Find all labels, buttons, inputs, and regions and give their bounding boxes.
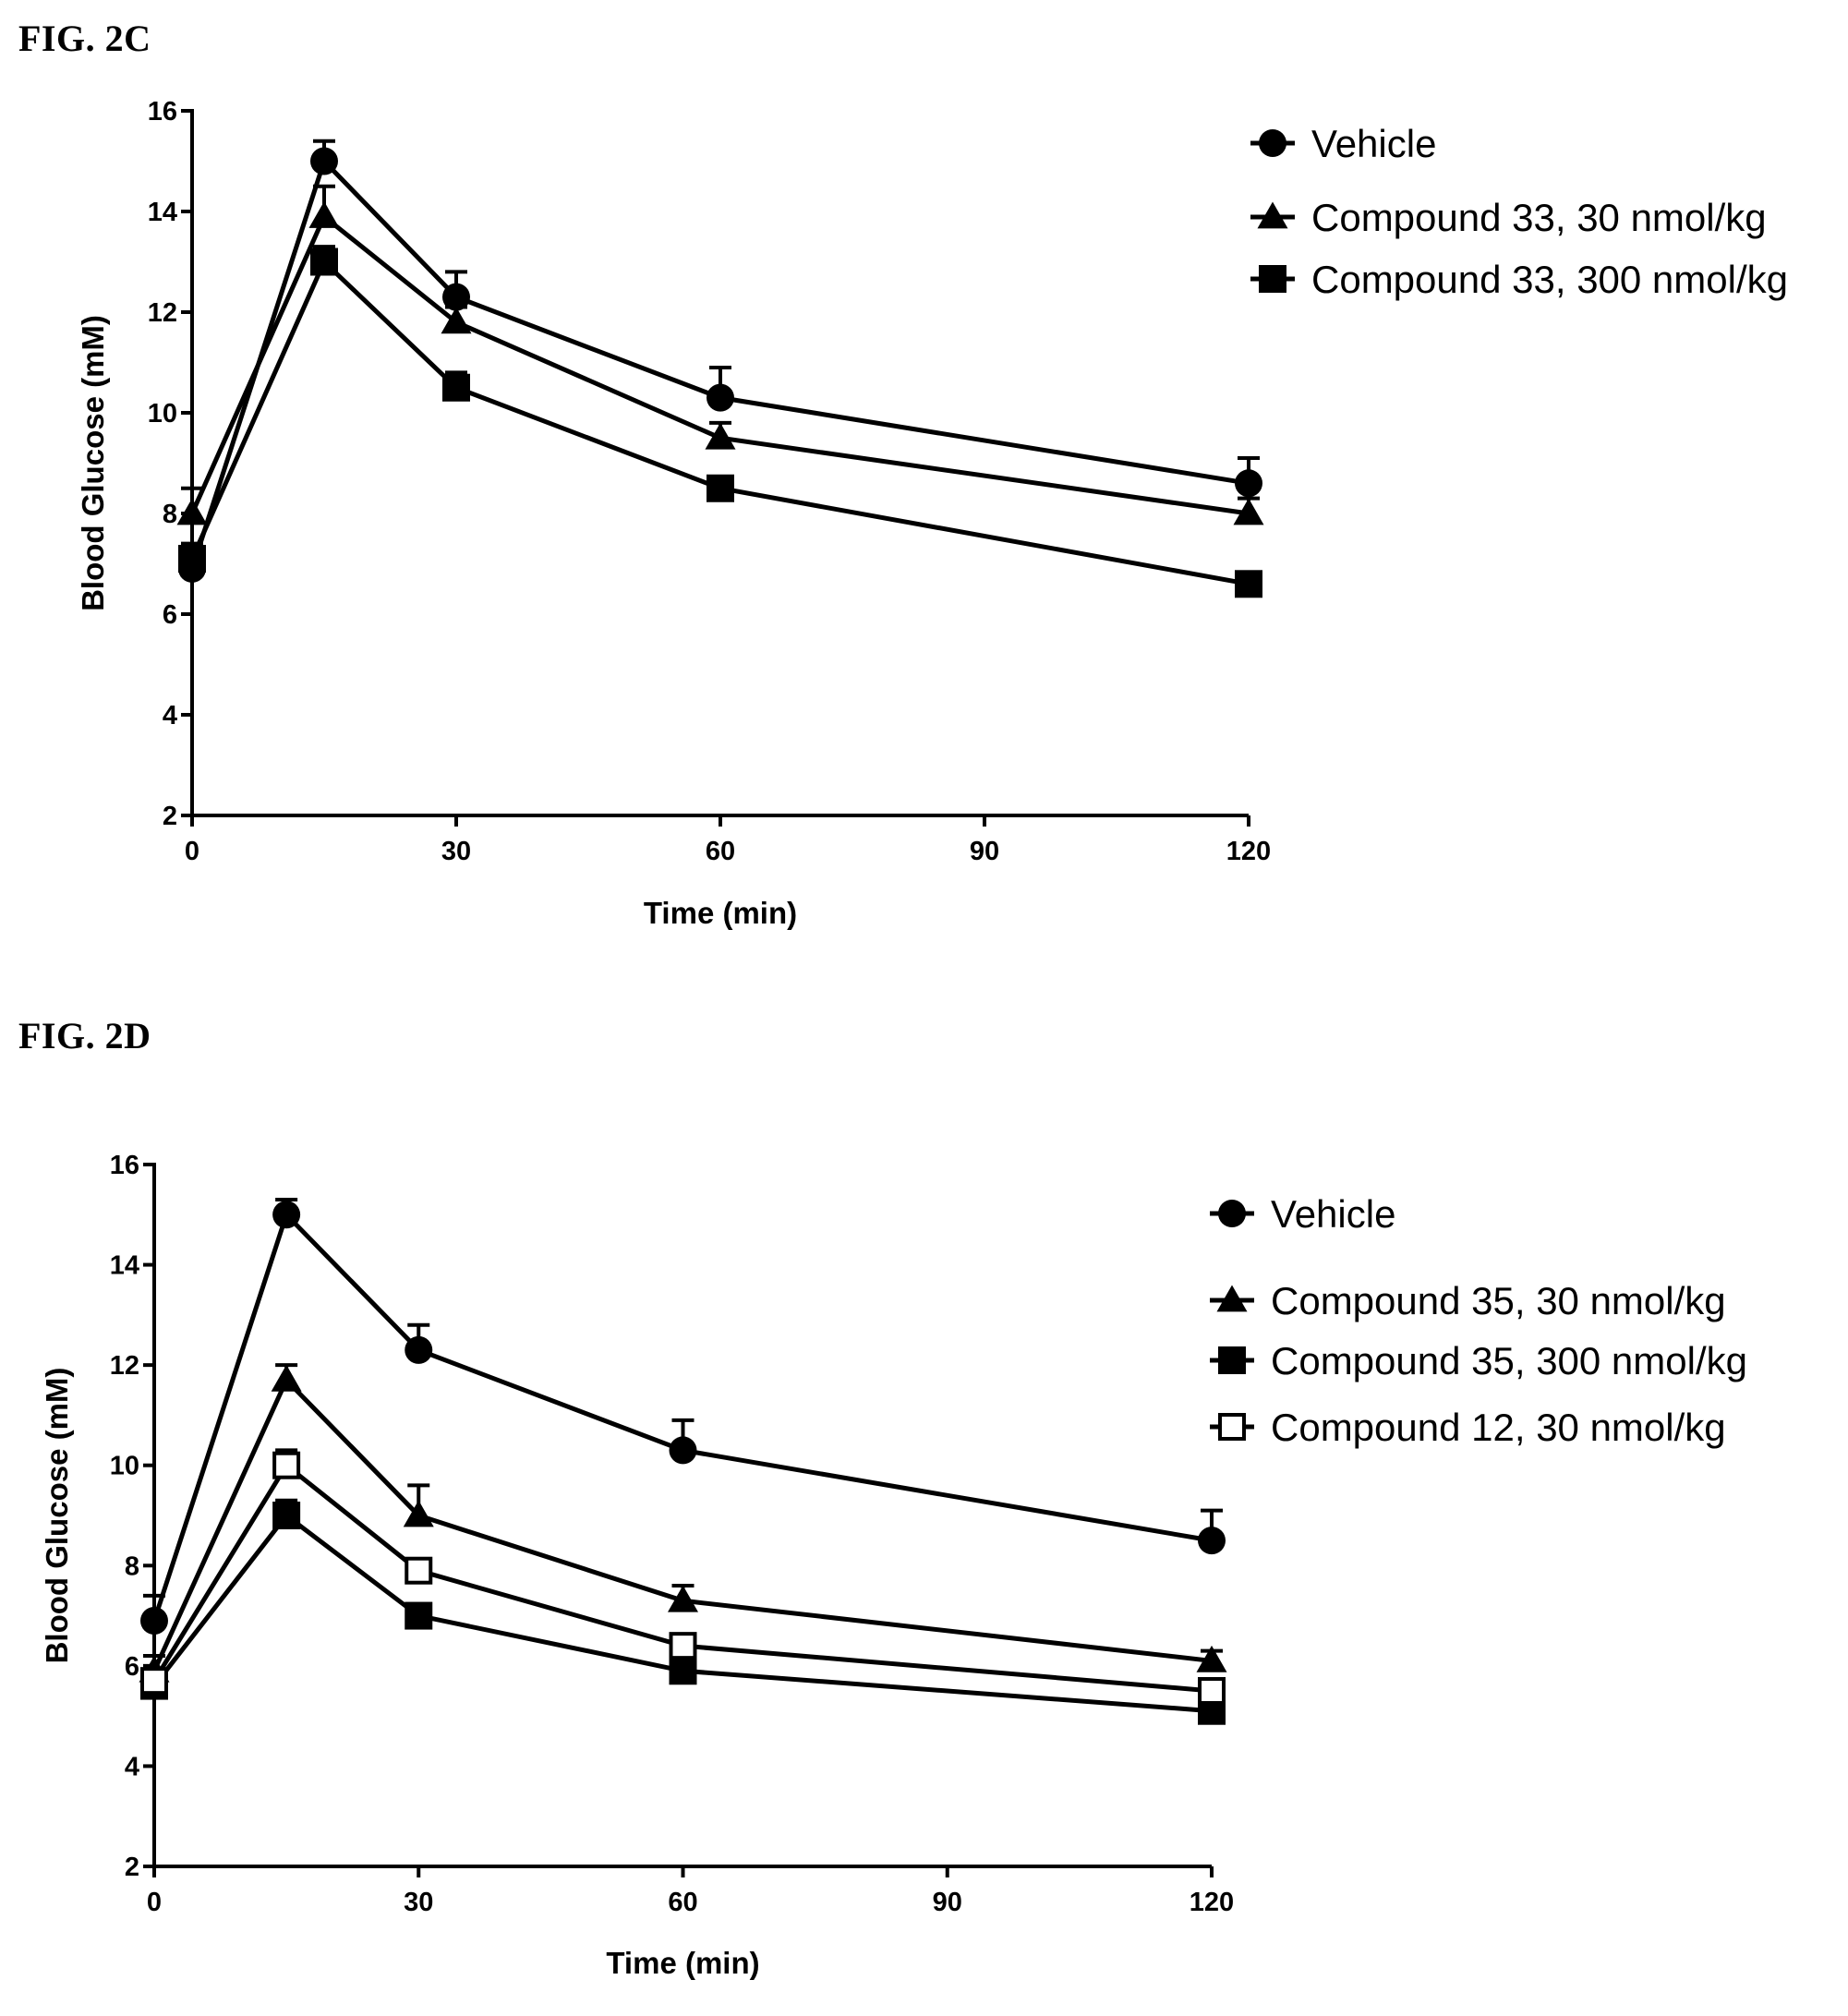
y-tick-label: 16 — [148, 97, 177, 127]
y-axis-title: Blood Glucose (mM) — [40, 1368, 74, 1664]
y-tick-label: 16 — [110, 1151, 139, 1180]
data-point — [705, 422, 736, 450]
data-point — [140, 1667, 168, 1696]
legend-label: Compound 35, 300 nmol/kg — [1271, 1339, 1747, 1382]
x-tick-label: 90 — [970, 837, 999, 866]
legend-marker — [1218, 1413, 1246, 1441]
y-tick-label: 8 — [125, 1551, 139, 1581]
x-axis-title: Time (min) — [606, 1946, 759, 1980]
data-point — [272, 1201, 301, 1229]
legend-marker — [1259, 129, 1286, 157]
data-point — [1235, 570, 1262, 598]
x-tick-label: 0 — [147, 1888, 162, 1917]
y-tick-label: 2 — [125, 1853, 139, 1882]
data-point — [310, 147, 338, 175]
y-tick-label: 6 — [163, 600, 177, 630]
data-series — [140, 1498, 1226, 1725]
x-axis-title: Time (min) — [644, 896, 797, 930]
y-tick-label: 12 — [110, 1351, 139, 1381]
data-point — [1196, 1645, 1227, 1672]
legend-marker — [1259, 265, 1286, 293]
data-point — [707, 474, 734, 502]
x-tick-label: 30 — [404, 1888, 433, 1917]
y-tick-label: 8 — [163, 500, 177, 529]
data-point — [1198, 1527, 1226, 1555]
x-tick-label: 90 — [933, 1888, 962, 1917]
legend-label: Compound 12, 30 nmol/kg — [1271, 1406, 1726, 1449]
data-point — [668, 1585, 698, 1612]
legend-label: Compound 35, 30 nmol/kg — [1271, 1279, 1726, 1322]
y-tick-label: 4 — [163, 701, 177, 730]
y-tick-label: 14 — [148, 198, 177, 227]
data-point — [178, 545, 206, 573]
data-point — [1198, 1677, 1226, 1705]
legend-marker — [1257, 201, 1288, 229]
series-line — [189, 156, 1250, 570]
series-line — [189, 212, 1250, 516]
data-series — [140, 1448, 1226, 1705]
data-series — [140, 1198, 1226, 1635]
data-point — [1235, 469, 1262, 498]
line-chart: 2 4 6 8 10 12 14 16 0 30 60 90 120 Blood Glucose (mM)… — [40, 1151, 1747, 1980]
y-tick-label: 4 — [125, 1752, 139, 1781]
legend-label: Compound 33, 300 nmol/kg — [1311, 258, 1788, 301]
data-point — [707, 383, 734, 412]
x-tick-label: 120 — [1190, 1888, 1234, 1917]
data-series — [178, 139, 1262, 583]
data-point — [441, 307, 472, 334]
data-point — [140, 1607, 168, 1635]
data-point — [442, 373, 470, 402]
y-axis-title: Blood Glucose (mM) — [76, 315, 110, 611]
data-point — [271, 1364, 302, 1392]
x-tick-label: 60 — [706, 837, 735, 866]
data-point — [405, 1335, 433, 1364]
data-point — [403, 1500, 434, 1527]
data-point — [442, 283, 470, 311]
data-point — [405, 1556, 433, 1585]
data-series — [176, 184, 1264, 525]
figure-label: FIG. 2D — [18, 1015, 151, 1056]
series-line — [151, 1210, 1213, 1622]
data-point — [176, 498, 208, 525]
y-tick-label: 10 — [148, 399, 177, 429]
data-point — [669, 1657, 697, 1685]
y-tick-label: 14 — [110, 1251, 139, 1281]
y-tick-label: 2 — [163, 802, 177, 831]
y-tick-label: 12 — [148, 298, 177, 328]
legend-marker — [1218, 1200, 1246, 1227]
x-tick-label: 30 — [441, 837, 471, 866]
legend-label: Compound 33, 30 nmol/kg — [1311, 196, 1767, 239]
data-point — [1233, 498, 1264, 525]
data-point — [272, 1502, 301, 1529]
data-point — [669, 1436, 697, 1465]
line-chart: 2 4 6 8 10 12 14 16 0 30 60 90 120 Blood Glucose (mM)… — [76, 97, 1788, 930]
figure-label: FIG. 2C — [18, 18, 151, 59]
data-series — [178, 245, 1262, 598]
x-tick-label: 0 — [185, 837, 199, 866]
data-point — [405, 1601, 433, 1630]
legend-label: Vehicle — [1271, 1192, 1395, 1236]
x-tick-label: 60 — [668, 1888, 697, 1917]
y-tick-label: 10 — [110, 1452, 139, 1481]
data-point — [310, 247, 338, 276]
y-tick-label: 6 — [125, 1652, 139, 1682]
x-tick-label: 120 — [1226, 837, 1271, 866]
legend-marker — [1216, 1285, 1248, 1312]
data-point — [669, 1632, 697, 1660]
legend-label: Vehicle — [1311, 122, 1436, 165]
legend-marker — [1218, 1346, 1246, 1374]
data-point — [308, 200, 340, 228]
data-point — [272, 1451, 301, 1479]
